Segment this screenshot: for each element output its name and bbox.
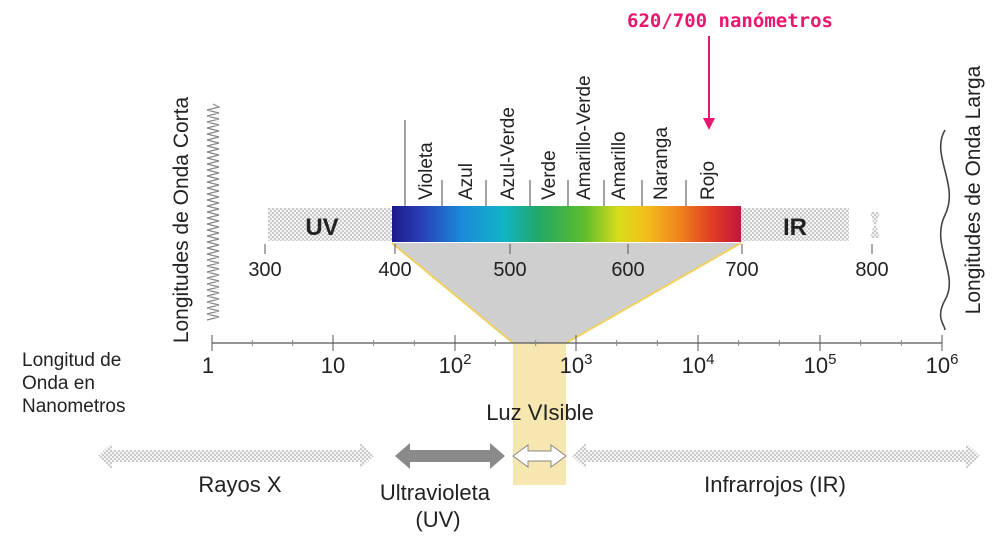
visible-spectrum-bar bbox=[392, 206, 741, 242]
ir-band-tail bbox=[870, 212, 880, 238]
ir-band-label: IR bbox=[783, 214, 807, 241]
nm-tick-label: 500 bbox=[493, 259, 526, 281]
axis-title-line-1: Longitud de bbox=[22, 350, 121, 371]
uv-band-label: UV bbox=[305, 214, 338, 241]
axis-title-line-3: Nanometros bbox=[22, 396, 126, 417]
color-label: Azul bbox=[456, 163, 477, 200]
nm-tick-label: 400 bbox=[378, 259, 411, 281]
ir-band bbox=[741, 208, 849, 241]
uv-region-label: Ultravioleta (UV) bbox=[380, 480, 496, 532]
uv-region-line-2: (UV) bbox=[415, 507, 460, 532]
axis-title-line-2: Onda en bbox=[22, 373, 95, 394]
log-tick-label: 104 bbox=[682, 351, 715, 378]
color-label: Azul-Verde bbox=[498, 107, 519, 200]
funnel-edge-left bbox=[391, 242, 514, 344]
xray-label: Rayos X bbox=[198, 472, 281, 497]
log-tick-label: 10 bbox=[321, 353, 345, 378]
ir-region-label: Infrarrojos (IR) bbox=[704, 472, 846, 497]
ir-arrow bbox=[572, 443, 980, 469]
color-labels: Violeta Azul Azul-Verde Verde Amarillo-Verde… bbox=[404, 75, 719, 206]
color-label: Verde bbox=[539, 150, 560, 200]
uv-arrow bbox=[395, 443, 505, 469]
annotation-arrow-head bbox=[703, 118, 715, 130]
long-wave-icon bbox=[939, 129, 951, 331]
log-tick-label: 103 bbox=[560, 351, 593, 378]
log-axis-ticks: 1 10 102 103 104 105 106 bbox=[202, 335, 959, 378]
short-wavelength-label: Longitudes de Onda Corta bbox=[170, 97, 193, 344]
color-label: Violeta bbox=[416, 142, 437, 200]
nm-tick-label: 300 bbox=[248, 259, 281, 281]
color-label: Amarillo-Verde bbox=[574, 75, 595, 200]
annotation-label: 620/700 nanómetros bbox=[627, 10, 833, 32]
nm-tick-label: 800 bbox=[855, 259, 888, 281]
color-label: Amarillo bbox=[609, 131, 630, 200]
log-tick-label: 105 bbox=[804, 351, 837, 378]
log-tick-label: 106 bbox=[926, 351, 959, 378]
uv-band bbox=[268, 208, 392, 241]
visible-arrow bbox=[512, 444, 567, 468]
visible-funnel bbox=[392, 243, 741, 343]
short-wave-icon bbox=[206, 103, 221, 321]
visible-light-label: Luz VIsible bbox=[486, 400, 594, 425]
axis-title: Longitud de Onda en Nanometros bbox=[22, 350, 127, 417]
log-tick-label: 1 bbox=[202, 353, 214, 378]
nm-tick-label: 700 bbox=[725, 259, 758, 281]
color-label: Rojo bbox=[698, 161, 719, 200]
nm-tick-label: 600 bbox=[611, 259, 644, 281]
nm-ticks: 300 400 500 600 700 800 bbox=[248, 244, 889, 281]
xray-arrow bbox=[98, 443, 374, 469]
uv-region-line-1: Ultravioleta bbox=[380, 480, 491, 505]
log-tick-label: 102 bbox=[439, 351, 472, 378]
funnel-edge-right bbox=[565, 242, 742, 344]
long-wavelength-label: Longitudes de Onda Larga bbox=[962, 65, 985, 314]
color-label: Naranga bbox=[651, 127, 672, 200]
